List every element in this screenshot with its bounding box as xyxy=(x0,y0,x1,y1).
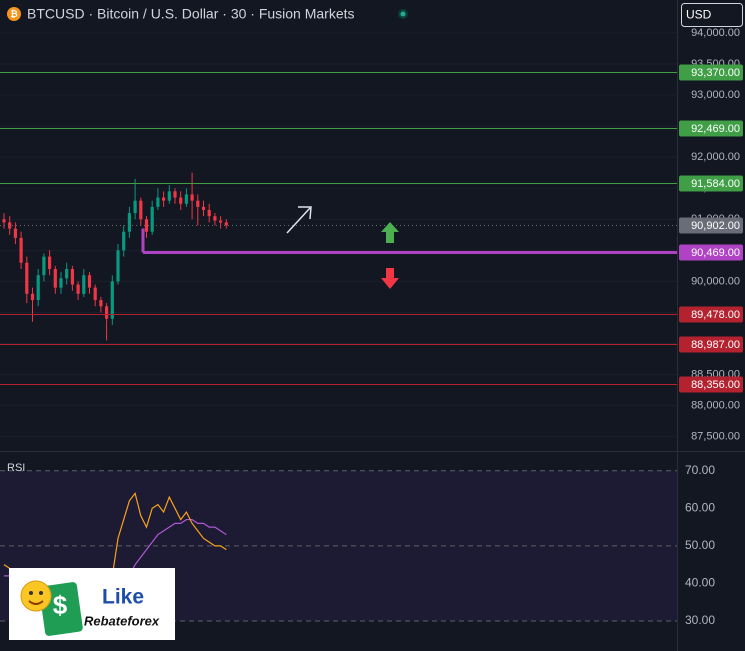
candle-body xyxy=(173,191,177,198)
level-label-box xyxy=(679,244,743,261)
level-label-box xyxy=(679,336,743,353)
level-label-box xyxy=(679,120,743,137)
candle-body xyxy=(190,194,194,201)
logo-eye xyxy=(39,591,43,595)
currency-label[interactable]: USD xyxy=(686,8,712,22)
candle-body xyxy=(25,262,29,294)
candle-body xyxy=(184,194,188,204)
candle-body xyxy=(167,191,171,201)
logo-like: Like xyxy=(102,586,144,609)
candle-body xyxy=(110,281,114,319)
y-tick-label: 30.00 xyxy=(685,613,715,627)
level-label: 88,356.00 xyxy=(691,379,740,391)
level-label-box xyxy=(679,217,743,234)
level-label: 88,987.00 xyxy=(691,339,740,351)
arrow-up xyxy=(381,222,399,243)
candle-body xyxy=(36,275,40,301)
candle-body xyxy=(207,209,211,217)
level-label-box xyxy=(679,306,743,323)
level-label-box xyxy=(679,64,743,81)
y-tick-label: 93,000.00 xyxy=(691,89,740,101)
level-label: 89,478.00 xyxy=(691,309,740,321)
candle-body xyxy=(224,222,228,226)
level-label-box xyxy=(679,376,743,393)
candle-body xyxy=(156,197,160,207)
price-pane: 87,500.0088,000.0088,500.0089,000.0089,5… xyxy=(0,27,743,443)
y-tick-label: 70.00 xyxy=(685,463,715,477)
candle-body xyxy=(42,256,46,276)
status-dot-inner xyxy=(400,11,406,17)
candle-body xyxy=(122,231,126,251)
candle-body xyxy=(93,287,97,301)
candle-body xyxy=(179,197,183,204)
candle-body xyxy=(30,293,35,301)
candle-body xyxy=(53,268,57,288)
candle-body xyxy=(59,278,63,288)
btc-icon xyxy=(7,7,21,21)
candle-body xyxy=(133,200,137,214)
arrow-down xyxy=(381,268,399,289)
y-tick-label: 92,000.00 xyxy=(691,151,740,163)
candle-body xyxy=(144,219,149,232)
logo-smile xyxy=(28,600,44,605)
logo-eye xyxy=(29,591,33,595)
candle-body xyxy=(8,222,12,229)
candle-body xyxy=(48,256,52,269)
level-label: 90,902.00 xyxy=(691,220,740,232)
candle-body xyxy=(99,300,103,307)
candle-body xyxy=(87,275,92,288)
candle-body xyxy=(127,213,131,232)
candle-body xyxy=(201,206,206,210)
y-tick-label: 40.00 xyxy=(685,576,715,590)
candle-body xyxy=(116,250,120,282)
candle-body xyxy=(213,216,217,221)
candle-body xyxy=(19,237,23,263)
candle-body xyxy=(2,219,6,223)
candle-body xyxy=(82,275,86,294)
candle-body xyxy=(162,197,166,201)
candle-body xyxy=(219,220,223,223)
rsi-title: RSI xyxy=(7,462,25,474)
level-label: 91,584.00 xyxy=(691,178,740,190)
logo-face xyxy=(20,580,52,612)
y-tick-label: 60.00 xyxy=(685,500,715,514)
candle-body xyxy=(76,284,80,294)
btc-symbol: ₿ xyxy=(10,9,17,19)
candle-body xyxy=(65,268,69,279)
currency-button[interactable] xyxy=(681,3,743,27)
logo-name: Rebateforex xyxy=(84,613,160,628)
y-tick-label: 88,000.00 xyxy=(691,400,740,412)
logo-dollar: $ xyxy=(53,590,68,620)
candle-body xyxy=(196,200,200,207)
header-title: BTCUSD · Bitcoin / U.S. Dollar · 30 · Fu… xyxy=(27,6,355,22)
y-tick-label: 90,000.00 xyxy=(691,275,740,287)
level-label: 90,469.00 xyxy=(691,247,740,259)
y-tick-label: 50.00 xyxy=(685,538,715,552)
level-label-box xyxy=(679,175,743,192)
y-tick-label: 87,500.00 xyxy=(691,431,740,443)
candle-body xyxy=(13,228,17,238)
y-tick-label: 94,000.00 xyxy=(691,27,740,39)
level-label: 92,469.00 xyxy=(691,123,740,135)
candle-body xyxy=(150,206,154,232)
candle-body xyxy=(70,268,74,285)
candle-body xyxy=(139,200,143,220)
level-label: 93,370.00 xyxy=(691,67,740,79)
arrow-white xyxy=(286,206,312,234)
candle-body xyxy=(105,306,109,319)
